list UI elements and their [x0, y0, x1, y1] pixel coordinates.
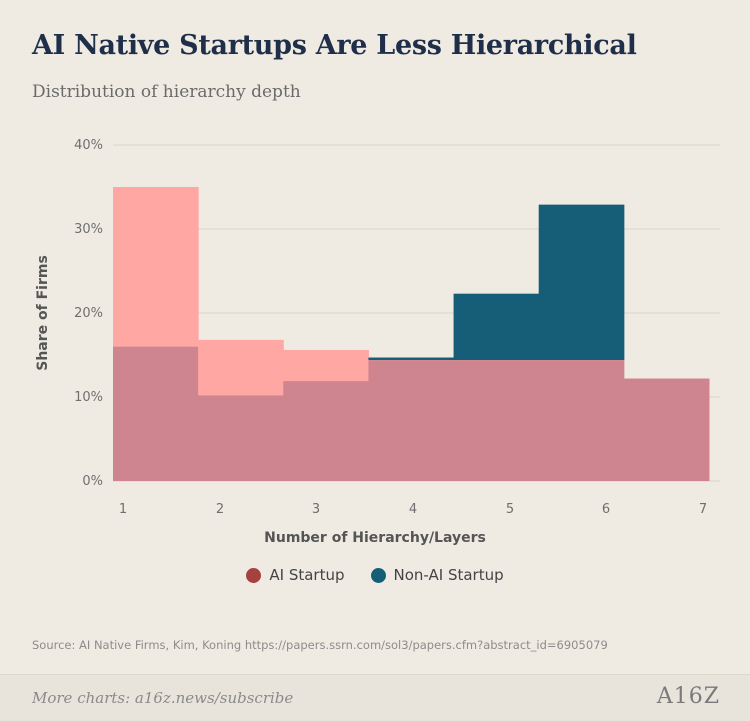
- legend-label-ai: AI Startup: [269, 566, 345, 584]
- bar-overlap: [623, 378, 710, 481]
- footer-bar: More charts: a16z.news/subscribe A16Z: [0, 674, 750, 721]
- legend-item-non-ai: Non-AI Startup: [370, 566, 504, 584]
- bar-non-ai-startup: [538, 204, 625, 361]
- y-tick-label: 30%: [74, 222, 103, 237]
- chart-legend: AI Startup Non-AI Startup: [0, 566, 750, 584]
- legend-swatch-non-ai: [370, 567, 386, 583]
- bar-overlap: [198, 395, 284, 481]
- x-tick-label: 4: [409, 502, 417, 517]
- bar-overlap: [453, 360, 540, 481]
- y-tick-label: 40%: [74, 138, 103, 153]
- x-tick-label: 2: [216, 502, 224, 517]
- x-axis-title: Number of Hierarchy/Layers: [264, 530, 486, 546]
- a16z-logo: A16Z: [656, 684, 720, 709]
- legend-swatch-ai: [246, 567, 262, 583]
- y-tick-label: 20%: [74, 306, 103, 321]
- source-note: Source: AI Native Firms, Kim, Koning htt…: [32, 638, 608, 652]
- chart-title: AI Native Startups Are Less Hierarchical: [32, 30, 637, 61]
- bar-non-ai-startup: [368, 357, 455, 361]
- y-tick-label: 10%: [74, 390, 103, 405]
- chart-subtitle: Distribution of hierarchy depth: [32, 82, 301, 102]
- legend-label-non-ai: Non-AI Startup: [393, 566, 504, 584]
- bar-non-ai-startup: [453, 293, 540, 361]
- legend-item-ai: AI Startup: [246, 566, 345, 584]
- bar-overlap: [368, 360, 455, 481]
- x-tick-label: 5: [506, 502, 514, 517]
- x-tick-label: 6: [602, 502, 610, 517]
- x-tick-label: 7: [699, 502, 707, 517]
- x-tick-label: 3: [312, 502, 320, 517]
- bar-overlap: [283, 381, 369, 481]
- bar-overlap: [538, 360, 625, 481]
- x-tick-label: 1: [119, 502, 127, 517]
- histogram-chart: 0% 10% 20% 30% 40% 1 2 3 4 5 6 7 Number of Hierarchy…: [35, 138, 720, 546]
- bar-ai-startup: [198, 339, 284, 396]
- bar-ai-startup: [283, 349, 369, 382]
- y-tick-label: 0%: [82, 474, 103, 489]
- bar-overlap: [113, 346, 199, 481]
- subscribe-link[interactable]: More charts: a16z.news/subscribe: [32, 689, 294, 707]
- y-axis-title: Share of Firms: [35, 255, 51, 371]
- bar-ai-startup: [113, 187, 199, 347]
